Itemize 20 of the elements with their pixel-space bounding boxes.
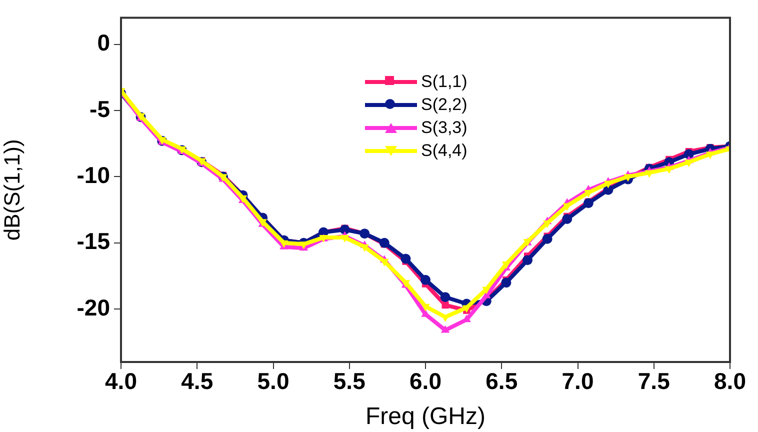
- x-tick-label: 6.5: [486, 368, 518, 394]
- x-tick-label: 6.0: [410, 368, 442, 394]
- y-axis-title: dB(S(1,1)): [0, 139, 24, 241]
- legend-label: S(4,4): [421, 140, 468, 162]
- y-tick-label: 0: [97, 30, 110, 56]
- x-tick-label: 7.0: [562, 368, 594, 394]
- legend-label: S(1,1): [421, 71, 468, 93]
- y-tick-label: -5: [90, 96, 110, 122]
- y-tick-label: -15: [76, 228, 110, 254]
- x-tick-label: 8.0: [714, 368, 746, 394]
- legend-label: S(2,2): [421, 94, 468, 116]
- x-tick-label: 7.5: [638, 368, 670, 394]
- y-tick-label: -20: [76, 294, 110, 320]
- x-tick-label: 5.0: [257, 368, 290, 394]
- x-axis-title: Freq (GHz): [366, 403, 486, 430]
- y-tick-label: -10: [76, 162, 110, 188]
- x-tick-label: 4.5: [181, 368, 214, 394]
- x-tick-label: 5.5: [333, 368, 366, 394]
- legend-label: S(3,3): [421, 117, 468, 139]
- x-tick-label: 4.0: [105, 368, 137, 394]
